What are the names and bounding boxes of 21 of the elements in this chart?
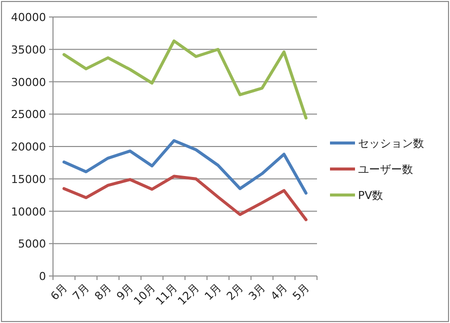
x-tick-label: 12月 [175,280,202,308]
y-tick-label: 25000 [11,108,46,122]
x-tick-label: 5月 [290,280,312,303]
y-tick-label: 10000 [11,205,46,218]
x-tick-label: 1月 [202,280,224,303]
y-tick-label: 35000 [11,43,46,56]
y-tick-label: 30000 [11,76,46,89]
legend-label: PV数 [358,189,384,202]
legend-label: ユーザー数 [358,163,413,176]
y-tick-label: 5000 [18,238,46,251]
y-tick-label: 0 [39,270,46,283]
x-tick-label: 7月 [70,280,92,303]
x-tick-label: 6月 [48,280,70,303]
y-tick-label: 40000 [11,11,46,24]
x-tick-label: 2月 [224,280,246,303]
x-tick-label: 4月 [268,280,290,303]
y-tick-label: 15000 [11,172,46,186]
x-tick-label: 8月 [92,280,114,303]
y-tick-label: 20000 [11,140,46,154]
x-tick-label: 3月 [246,280,268,303]
legend-label: セッション数 [358,137,424,150]
